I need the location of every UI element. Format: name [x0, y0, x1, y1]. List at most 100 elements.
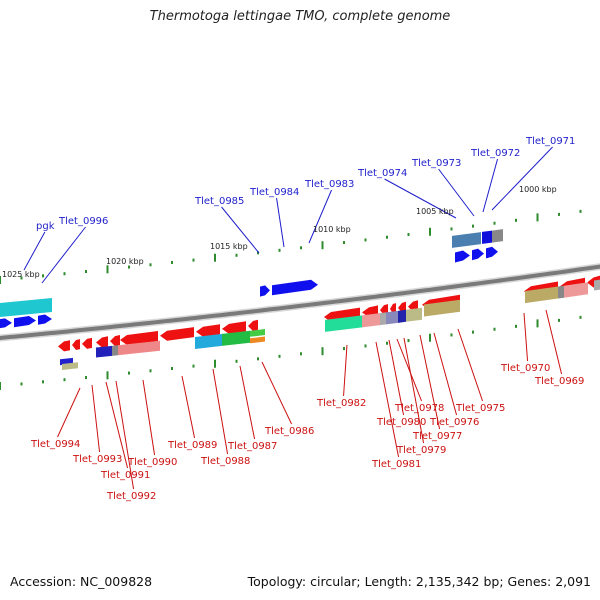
gene-labels: pgk Tlet_0996Tlet_0985Tlet_0984Tlet_0983T…: [30, 136, 584, 502]
gene-label: Tlet_0973: [411, 158, 461, 169]
gene-label: Tlet_0985: [194, 196, 244, 207]
cog-box: [492, 229, 503, 243]
leader-line: [375, 341, 400, 458]
tick-mark: [407, 339, 410, 343]
accession-text: Accession: NC_009828: [10, 574, 153, 589]
cog-box: [250, 336, 265, 344]
cog-box: [362, 313, 380, 328]
reverse-gene: [380, 304, 388, 316]
tick-mark: [0, 382, 1, 390]
tick-mark: [450, 227, 453, 231]
tick-mark: [429, 333, 431, 342]
gene-label: Tlet_0981: [371, 459, 421, 470]
gene-label: Tlet_0972: [470, 148, 520, 159]
leader-line: [276, 197, 285, 248]
tick-mark: [321, 347, 324, 356]
cog-box: [482, 230, 492, 244]
scale-labels: 1025 kbp 1020 kbp 1015 kbp 1010 kbp 1005 kbp…: [2, 185, 557, 279]
forward-gene: [472, 248, 484, 261]
tick-mark: [300, 246, 302, 250]
tick-mark: [235, 253, 238, 257]
gene-label: Tlet_0970: [500, 363, 550, 374]
reverse-gene: [110, 335, 120, 347]
tick-mark: [407, 233, 410, 237]
gene-label: Tlet_0974: [357, 168, 407, 179]
tick-mark: [386, 341, 388, 345]
tick-mark: [85, 376, 87, 380]
gene-label: Tlet_0986: [264, 426, 314, 437]
forward-gene: [260, 285, 270, 297]
reverse-gene: [222, 321, 246, 334]
leader-line: [457, 328, 484, 402]
label-leaders: [23, 146, 563, 490]
tick-mark: [0, 276, 1, 284]
reverse-gene: [58, 340, 70, 352]
tick-mark: [214, 253, 216, 262]
cog-box: [380, 312, 386, 326]
gene-label: Tlet_0989: [167, 440, 217, 451]
gene-label: Tlet_0993: [72, 454, 122, 465]
tick-mark: [257, 357, 259, 361]
cog-box: [558, 285, 564, 299]
tick-mark: [579, 315, 582, 319]
leader-line: [438, 168, 475, 217]
leader-line: [23, 231, 46, 271]
tick-mark: [63, 378, 66, 382]
gene-label: Tlet_0991: [100, 470, 150, 481]
cog-box: [452, 232, 481, 248]
cog-box: [62, 362, 78, 370]
tick-mark: [536, 213, 539, 222]
leader-line: [181, 375, 196, 439]
backbone-line: [0, 264, 600, 341]
gene-label: Tlet_0977: [412, 431, 462, 442]
tick-mark: [171, 366, 173, 370]
leader-line: [308, 189, 333, 244]
reverse-gene: [120, 331, 158, 345]
leader-line: [105, 381, 129, 469]
leader-line: [221, 206, 260, 254]
cog-box: [222, 330, 250, 346]
forward-gene: [486, 246, 498, 259]
tick-mark: [171, 260, 173, 264]
reverse-gene: [82, 337, 92, 349]
tick-mark: [278, 248, 281, 252]
tick-mark: [192, 364, 195, 368]
reverse-gene: [72, 339, 80, 350]
cog-box: [325, 315, 362, 332]
forward-gene: [455, 250, 470, 263]
tick-marks: [0, 209, 582, 390]
gene-label: Tlet_0992: [106, 491, 156, 502]
gene-label: Tlet_0978: [394, 403, 444, 414]
scale-label: 1005 kbp: [416, 207, 454, 216]
leader-line: [523, 312, 529, 362]
tick-mark: [536, 319, 539, 328]
tick-mark: [364, 344, 367, 348]
tick-mark: [343, 241, 345, 245]
leader-line: [142, 379, 156, 456]
cog-box: [195, 333, 222, 349]
gene-label: Tlet_0987: [227, 441, 277, 452]
tick-mark: [364, 238, 367, 242]
tick-mark: [149, 263, 152, 267]
tick-mark: [558, 318, 560, 322]
cog-box: [112, 345, 118, 356]
tick-mark: [429, 227, 431, 236]
leader-line: [41, 226, 86, 284]
scale-label: 1020 kbp: [106, 257, 144, 266]
leader-line: [115, 380, 135, 490]
scale-label: 1000 kbp: [519, 185, 557, 194]
gene-label: Tlet_0982: [316, 398, 366, 409]
leader-line: [384, 178, 457, 219]
cog-box: [525, 286, 558, 304]
gene-label: Tlet_0984: [249, 187, 299, 198]
leader-line: [261, 361, 293, 425]
tick-mark: [515, 218, 517, 222]
leader-line: [388, 339, 405, 416]
leader-line: [403, 337, 425, 444]
topology-text: Topology: circular; Length: 2,135,342 bp…: [247, 574, 591, 589]
tick-mark: [42, 274, 44, 278]
gene-label: Tlet_0975: [455, 403, 505, 414]
tick-mark: [85, 270, 87, 274]
tick-mark: [63, 272, 66, 276]
reverse-gene: [196, 324, 220, 337]
